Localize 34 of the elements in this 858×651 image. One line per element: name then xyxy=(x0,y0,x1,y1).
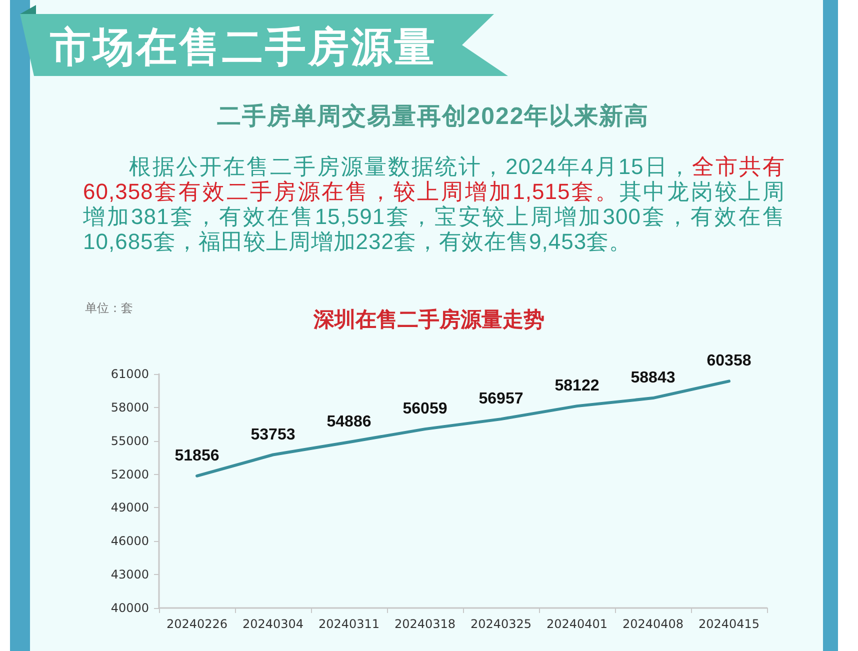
y-axis-title: 单位：套 xyxy=(85,300,133,316)
text: 10,685套，福田较上周增加232套，有效在售9,453套。 xyxy=(83,229,632,254)
data-label: 51856 xyxy=(174,447,220,464)
y-tick-label: 40000 xyxy=(110,601,149,615)
data-label: 58843 xyxy=(630,370,676,387)
data-label: 56059 xyxy=(402,400,448,418)
x-tick-label: 20240311 xyxy=(318,617,380,631)
x-tick-label: 20240408 xyxy=(622,617,684,631)
text: 60,358套有效二手房源在售，较上周增加1,515套。 xyxy=(83,179,620,204)
text: 其中龙岗较上周 xyxy=(619,179,786,204)
text: 市场在售二手房源量 xyxy=(50,23,437,72)
x-tick-label: 20240304 xyxy=(242,617,304,631)
chart-title: 深圳在售二手房源量走势 xyxy=(312,308,544,332)
y-tick-label: 46000 xyxy=(110,534,149,548)
data-label: 54886 xyxy=(326,414,372,431)
y-tick-label: 61000 xyxy=(110,367,149,381)
y-tick-label: 58000 xyxy=(110,400,149,414)
y-tick-label: 49000 xyxy=(110,500,149,515)
x-tick-label: 20240226 xyxy=(166,617,228,631)
data-label: 53753 xyxy=(250,426,296,444)
data-label: 58122 xyxy=(554,378,600,395)
y-tick-label: 55000 xyxy=(110,434,149,448)
x-tick-label: 20240318 xyxy=(394,617,456,631)
data-label: 56957 xyxy=(478,390,524,408)
y-tick-label: 52000 xyxy=(110,467,149,482)
y-tick-label: 43000 xyxy=(110,568,149,582)
text: 二手房单周交易量再创2022年以来新高 xyxy=(216,102,650,132)
text: 根据公开在售二手房源量数据统计，2024年4月15日， xyxy=(129,154,692,179)
text: 增加381套，有效在售15,591套，宝安较上周增加300套，有效在售 xyxy=(83,204,785,229)
x-tick-label: 20240325 xyxy=(470,617,532,631)
data-label: 60358 xyxy=(706,352,752,370)
x-tick-label: 20240415 xyxy=(698,617,760,631)
text: 全市共有 xyxy=(692,154,786,179)
x-tick-label: 20240401 xyxy=(546,617,608,631)
